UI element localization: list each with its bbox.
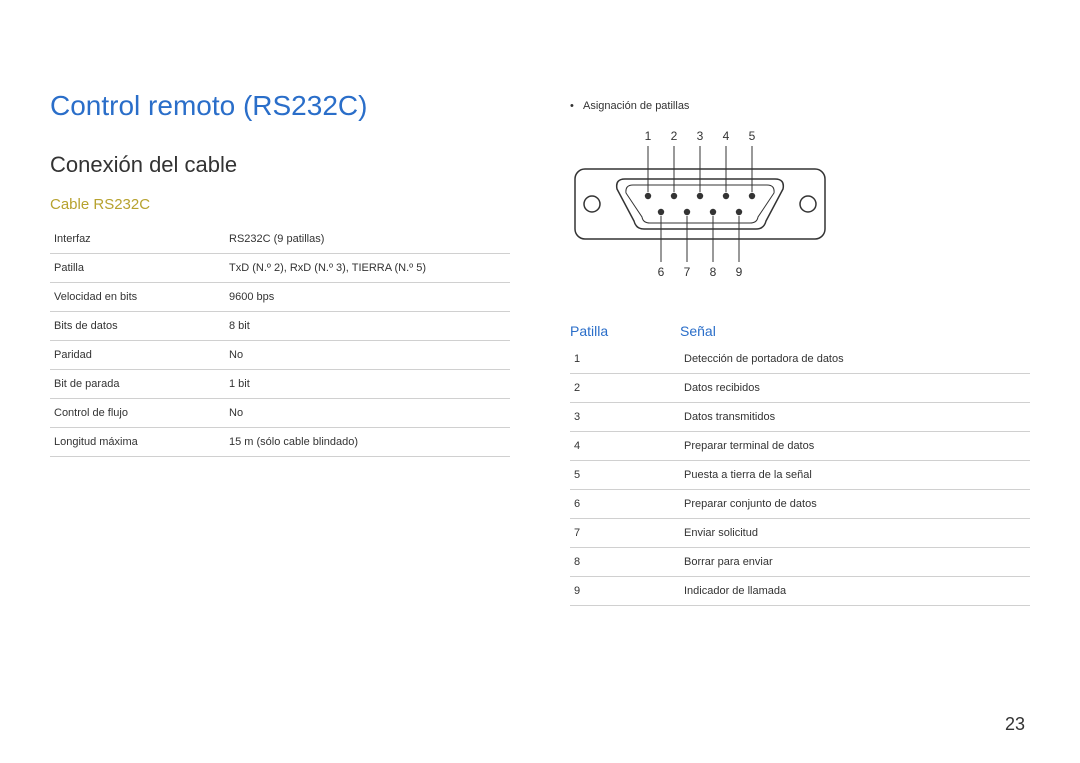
pin-number: 5 xyxy=(570,461,680,490)
pin-assignment-note: • Asignación de patillas xyxy=(570,100,1030,112)
table-row: Control de flujoNo xyxy=(50,399,510,428)
spec-table: InterfazRS232C (9 patillas)PatillaTxD (N… xyxy=(50,225,510,457)
signal-table: 1Detección de portadora de datos2Datos r… xyxy=(570,345,1030,606)
header-pin: Patilla xyxy=(570,323,680,339)
table-row: ParidadNo xyxy=(50,341,510,370)
pin-number: 3 xyxy=(570,403,680,432)
left-column: Control remoto (RS232C) Conexión del cab… xyxy=(50,90,510,606)
table-row: Bit de parada1 bit xyxy=(50,370,510,399)
connector-diagram: 1 2 3 4 5 6 7 8 9 xyxy=(570,124,830,289)
spec-key: Longitud máxima xyxy=(50,428,225,457)
spec-value: 15 m (sólo cable blindado) xyxy=(225,428,510,457)
svg-text:9: 9 xyxy=(736,265,743,279)
svg-text:6: 6 xyxy=(658,265,665,279)
right-column: • Asignación de patillas 123456789 Patil… xyxy=(570,90,1030,606)
spec-key: Paridad xyxy=(50,341,225,370)
spec-value: No xyxy=(225,399,510,428)
spec-value: 8 bit xyxy=(225,312,510,341)
spec-key: Velocidad en bits xyxy=(50,283,225,312)
spec-value: No xyxy=(225,341,510,370)
spec-value: TxD (N.º 2), RxD (N.º 3), TIERRA (N.º 5) xyxy=(225,254,510,283)
signal-name: Puesta a tierra de la señal xyxy=(680,461,1030,490)
page-number: 23 xyxy=(1005,714,1025,735)
page: Control remoto (RS232C) Conexión del cab… xyxy=(0,0,1080,646)
table-row: 3Datos transmitidos xyxy=(570,403,1030,432)
signal-table-header: Patilla Señal xyxy=(570,317,1030,345)
svg-text:4: 4 xyxy=(723,129,730,143)
svg-text:3: 3 xyxy=(697,129,704,143)
pin-number: 2 xyxy=(570,374,680,403)
section-subtitle: Conexión del cable xyxy=(50,152,510,178)
table-row: 8Borrar para enviar xyxy=(570,548,1030,577)
table-row: Bits de datos8 bit xyxy=(50,312,510,341)
signal-name: Indicador de llamada xyxy=(680,577,1030,606)
table-row: InterfazRS232C (9 patillas) xyxy=(50,225,510,254)
spec-value: 1 bit xyxy=(225,370,510,399)
spec-key: Interfaz xyxy=(50,225,225,254)
table-row: 6Preparar conjunto de datos xyxy=(570,490,1030,519)
table-row: 1Detección de portadora de datos xyxy=(570,345,1030,374)
table-row: PatillaTxD (N.º 2), RxD (N.º 3), TIERRA … xyxy=(50,254,510,283)
svg-text:2: 2 xyxy=(671,129,678,143)
table-row: 4Preparar terminal de datos xyxy=(570,432,1030,461)
spec-key: Bits de datos xyxy=(50,312,225,341)
table-row: 2Datos recibidos xyxy=(570,374,1030,403)
spec-key: Bit de parada xyxy=(50,370,225,399)
table-row: Longitud máxima15 m (sólo cable blindado… xyxy=(50,428,510,457)
header-signal: Señal xyxy=(680,323,716,339)
pin-number: 4 xyxy=(570,432,680,461)
bullet-icon: • xyxy=(570,100,574,112)
spec-key: Patilla xyxy=(50,254,225,283)
signal-name: Enviar solicitud xyxy=(680,519,1030,548)
table-row: 9Indicador de llamada xyxy=(570,577,1030,606)
signal-name: Detección de portadora de datos xyxy=(680,345,1030,374)
svg-text:8: 8 xyxy=(710,265,717,279)
section-title: Cable RS232C xyxy=(50,196,510,213)
signal-name: Borrar para enviar xyxy=(680,548,1030,577)
signal-name: Preparar conjunto de datos xyxy=(680,490,1030,519)
signal-name: Datos recibidos xyxy=(680,374,1030,403)
spec-key: Control de flujo xyxy=(50,399,225,428)
svg-text:5: 5 xyxy=(749,129,756,143)
spec-value: 9600 bps xyxy=(225,283,510,312)
pin-number: 9 xyxy=(570,577,680,606)
table-row: Velocidad en bits9600 bps xyxy=(50,283,510,312)
signal-name: Preparar terminal de datos xyxy=(680,432,1030,461)
spec-value: RS232C (9 patillas) xyxy=(225,225,510,254)
svg-text:7: 7 xyxy=(684,265,691,279)
pin-number: 7 xyxy=(570,519,680,548)
note-text: Asignación de patillas xyxy=(583,100,689,112)
pin-number: 6 xyxy=(570,490,680,519)
signal-name: Datos transmitidos xyxy=(680,403,1030,432)
pin-number: 8 xyxy=(570,548,680,577)
table-row: 5Puesta a tierra de la señal xyxy=(570,461,1030,490)
pin-number: 1 xyxy=(570,345,680,374)
page-title: Control remoto (RS232C) xyxy=(50,90,510,122)
svg-text:1: 1 xyxy=(645,129,652,143)
table-row: 7Enviar solicitud xyxy=(570,519,1030,548)
